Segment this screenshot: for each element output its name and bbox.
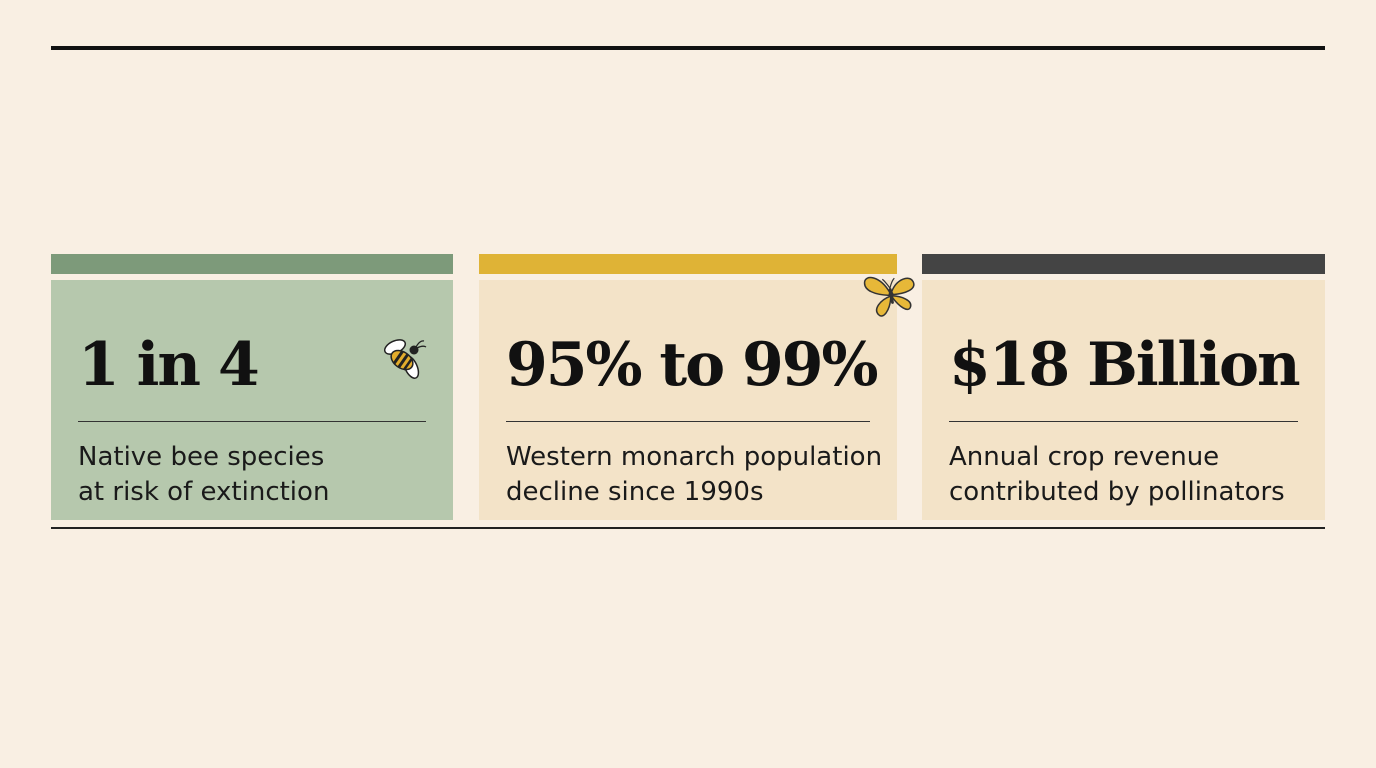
stat-card-revenue: $18 Billion Annual crop revenue contribu…: [922, 254, 1325, 520]
card-divider: [506, 421, 870, 422]
description-line-2: decline since 1990s: [506, 477, 764, 507]
card-body: 95% to 99% Western monarch population de…: [479, 280, 897, 520]
accent-bar: [922, 254, 1325, 274]
butterfly-icon: [863, 276, 915, 317]
stat-value: 95% to 99%: [506, 330, 879, 400]
accent-bar: [479, 254, 897, 274]
stat-card-bees: 1 in 4 Native bee species: [51, 254, 453, 520]
card-divider: [78, 421, 426, 422]
top-rule: [51, 46, 1325, 50]
stat-card-monarch: 95% to 99% Western monarch population de…: [479, 254, 915, 520]
card-body: 1 in 4 Native bee species: [51, 280, 453, 520]
description-line-1: Annual crop revenue: [949, 442, 1220, 472]
stat-value: $18 Billion: [949, 330, 1301, 400]
description-line-2: contributed by pollinators: [949, 477, 1285, 507]
description-line-1: Western monarch population: [506, 442, 883, 472]
stat-value: 1 in 4: [78, 330, 260, 400]
card-divider: [949, 421, 1298, 422]
accent-bar: [51, 254, 453, 274]
bee-icon: [383, 339, 427, 379]
stat-description: Western monarch population decline since…: [506, 440, 882, 510]
stat-description: Annual crop revenue contributed by polli…: [949, 440, 1285, 510]
stat-description: Native bee species at risk of extinction: [78, 440, 329, 510]
description-line-1: Native bee species: [78, 442, 325, 472]
description-line-2: at risk of extinction: [78, 477, 330, 507]
card-body: $18 Billion Annual crop revenue contribu…: [922, 280, 1325, 520]
bottom-rule: [51, 527, 1325, 529]
